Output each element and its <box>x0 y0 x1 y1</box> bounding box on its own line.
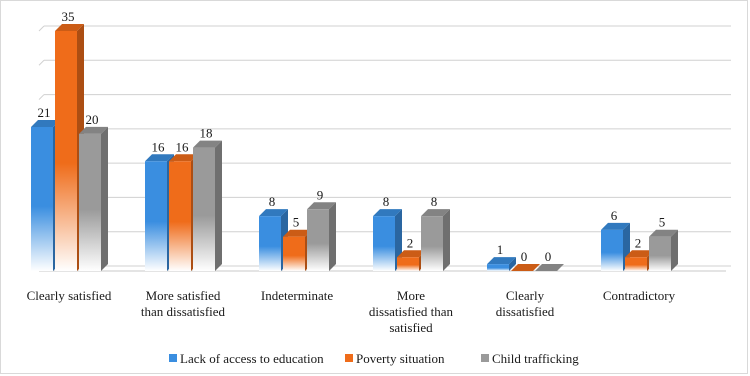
bar-top <box>31 120 60 127</box>
legend-swatch <box>345 354 353 362</box>
data-labels: 21 35 20 16 16 18 8 5 9 8 2 8 1 0 0 6 2 5 <box>38 9 666 264</box>
legend: Lack of access to education Poverty situa… <box>169 351 579 366</box>
data-label: 20 <box>86 112 99 127</box>
bar-top <box>259 209 288 217</box>
bar-side <box>101 126 108 271</box>
data-label: 0 <box>545 249 552 264</box>
bar-side <box>329 202 336 271</box>
bar-front <box>625 257 647 271</box>
category-label: Clearly satisfied <box>27 288 112 303</box>
data-label: 18 <box>200 126 213 141</box>
bar-top <box>397 250 426 258</box>
bars <box>31 24 678 271</box>
bar-top <box>649 229 678 237</box>
legend-swatch <box>169 354 177 362</box>
bar-top <box>511 264 540 271</box>
data-label: 21 <box>38 105 51 120</box>
bar-top <box>193 140 222 148</box>
legend-label: Child trafficking <box>492 351 579 366</box>
legend-label: Lack of access to education <box>180 351 324 366</box>
bar-top <box>535 264 564 271</box>
bar-side <box>671 229 678 271</box>
data-label: 5 <box>293 215 300 230</box>
data-label: 2 <box>407 235 414 250</box>
bar-side <box>443 209 450 271</box>
bar-top <box>79 126 108 134</box>
gridline-tick <box>38 59 45 66</box>
bar-side <box>509 257 516 271</box>
bar-front <box>31 127 53 271</box>
data-label: 1 <box>497 242 504 257</box>
gridline-tick <box>38 25 45 32</box>
bar-top <box>487 257 516 265</box>
bar-top <box>169 154 198 162</box>
bar-front <box>193 147 215 271</box>
data-label: 9 <box>317 187 324 202</box>
bar <box>535 264 564 271</box>
data-label: 5 <box>659 215 666 230</box>
bar-side <box>215 140 222 271</box>
bar-front <box>259 216 281 271</box>
bar <box>79 126 108 271</box>
bar-front <box>649 236 671 271</box>
category-label: More <box>397 288 425 303</box>
gridline-tick <box>38 94 45 100</box>
category-label: dissatisfied than <box>369 304 454 319</box>
bar <box>193 140 222 271</box>
bar <box>421 209 450 271</box>
bar-front <box>421 216 443 271</box>
bar <box>487 257 516 271</box>
bar-top <box>145 154 174 162</box>
category-label: Clearly <box>506 288 545 303</box>
legend-swatch <box>481 354 489 362</box>
bar-top <box>601 222 630 230</box>
bar-front <box>373 216 395 271</box>
data-label: 0 <box>521 249 528 264</box>
bar-front <box>601 229 623 271</box>
bar-front <box>169 161 191 271</box>
data-label: 8 <box>269 194 276 209</box>
data-label: 2 <box>635 235 642 250</box>
data-label: 6 <box>611 208 618 223</box>
bar-front <box>397 257 419 271</box>
bar-front <box>55 31 77 271</box>
data-label: 16 <box>152 139 166 154</box>
bar <box>307 202 336 271</box>
bar <box>649 229 678 271</box>
data-label: 35 <box>62 9 75 24</box>
bar-front <box>307 209 329 271</box>
category-label: Indeterminate <box>261 288 333 303</box>
bar-top <box>307 202 336 210</box>
bar <box>511 264 540 271</box>
category-label: satisfied <box>389 320 433 335</box>
bar-top <box>421 209 450 217</box>
bar-front <box>145 161 167 271</box>
category-label: Contradictory <box>603 288 676 303</box>
data-label: 16 <box>176 139 190 154</box>
legend-label: Poverty situation <box>356 351 445 366</box>
category-label: than dissatisfied <box>141 304 226 319</box>
bar-top <box>55 24 84 31</box>
bar-front <box>283 236 305 271</box>
bar-top <box>373 209 402 217</box>
bar <box>601 222 630 271</box>
bar-top <box>625 250 654 258</box>
bar-top <box>283 229 312 237</box>
data-label: 8 <box>383 194 390 209</box>
bar <box>259 209 288 271</box>
category-label: More satisfied <box>146 288 221 303</box>
category-label: dissatisfied <box>496 304 555 319</box>
data-label: 8 <box>431 194 438 209</box>
bar-front <box>487 264 509 271</box>
bar-front <box>79 133 101 271</box>
